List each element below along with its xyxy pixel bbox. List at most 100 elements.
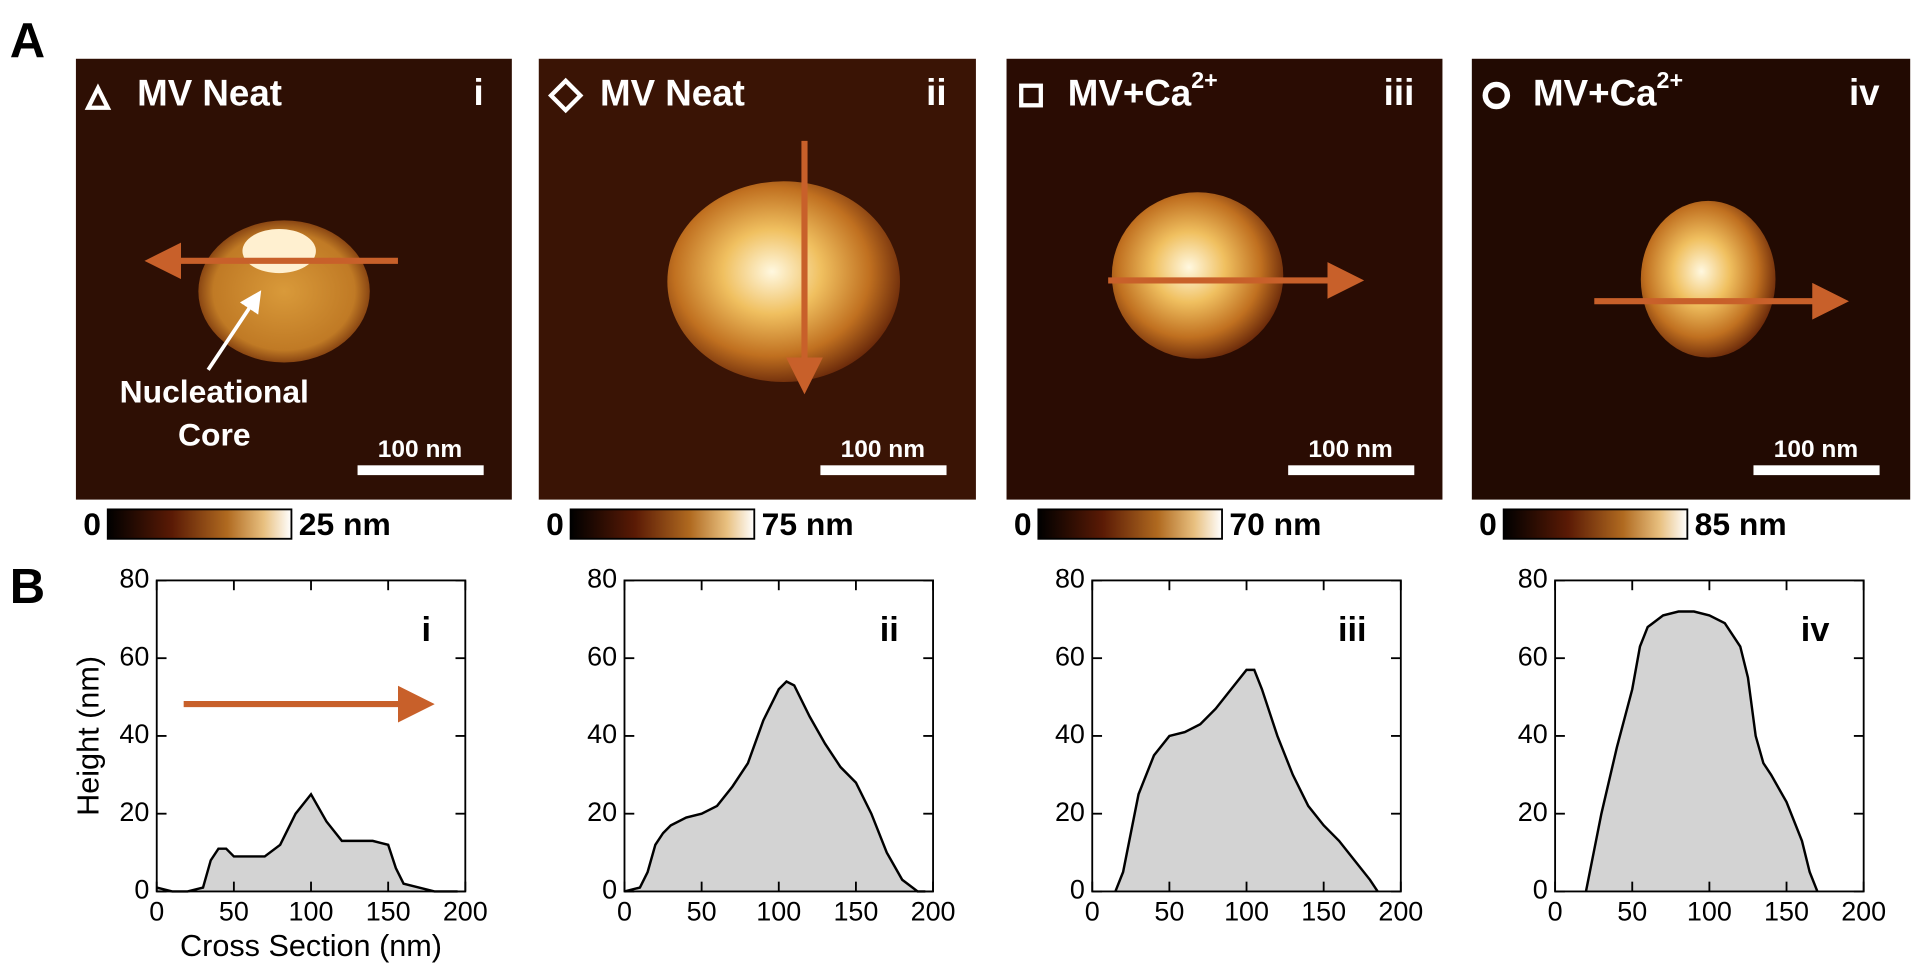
area — [624, 681, 926, 892]
particle — [667, 181, 900, 383]
title-text: MV+Ca — [1068, 72, 1192, 113]
y-tick-label: 0 — [1533, 875, 1548, 905]
x-tick-label: 50 — [687, 897, 717, 927]
chart-label: iii — [1338, 611, 1367, 649]
area — [1115, 669, 1378, 892]
profile-line — [624, 680, 926, 893]
image-title: MV+Ca2+ — [1533, 67, 1683, 113]
y-tick-label: 60 — [1055, 641, 1085, 671]
x-tick-label: 150 — [366, 897, 411, 927]
colorbar-min: 0 — [1014, 506, 1032, 542]
x-tick-label: 0 — [617, 897, 632, 927]
x-tick-label: 200 — [911, 897, 956, 927]
image-numeral: iv — [1849, 72, 1880, 113]
scale-label: 100 nm — [1308, 436, 1392, 463]
annotation: Nucleational — [120, 374, 309, 410]
profile-line — [156, 792, 458, 893]
scale-bar — [357, 465, 484, 476]
afm-images: Nucleational Core — [75, 58, 1911, 500]
x-axis-label: Cross Section (nm) — [180, 929, 442, 963]
colorbar-max: 70 nm — [1229, 506, 1321, 542]
colorbar — [106, 508, 293, 540]
colorbar-max: 85 nm — [1695, 506, 1787, 542]
image-title: MV Neat — [600, 72, 745, 113]
panel-letter: B — [10, 560, 45, 614]
y-tick-label: 20 — [119, 797, 149, 827]
y-tick-label: 40 — [1518, 719, 1548, 749]
symbol — [547, 77, 584, 114]
y-tick-label: 80 — [1055, 564, 1085, 594]
scale-label: 100 nm — [378, 436, 462, 463]
chart-label: ii — [880, 611, 899, 649]
x-tick-label: 50 — [219, 897, 249, 927]
y-tick-label: 40 — [587, 719, 617, 749]
image-numeral: iii — [1384, 72, 1415, 113]
profile-line — [1584, 610, 1819, 892]
profile-line — [1114, 668, 1379, 893]
image-numeral: i — [473, 72, 483, 113]
title-text: MV Neat — [137, 72, 282, 113]
x-tick-label: 100 — [756, 897, 801, 927]
symbol — [84, 83, 112, 110]
y-tick-label: 80 — [119, 564, 149, 594]
image-title: MV+Ca2+ — [1068, 67, 1218, 113]
x-tick-label: 0 — [149, 897, 164, 927]
title-text: MV Neat — [600, 72, 745, 113]
x-tick-label: 150 — [1301, 897, 1346, 927]
colorbar-max: 75 nm — [762, 506, 854, 542]
particle — [1111, 192, 1284, 359]
x-tick-label: 50 — [1154, 897, 1184, 927]
scale-label: 100 nm — [841, 436, 925, 463]
colorbar-min: 0 — [83, 506, 101, 542]
symbol — [1019, 83, 1043, 108]
panel-letter: A — [10, 14, 45, 68]
scale-bar — [820, 465, 947, 476]
y-tick-label: 20 — [587, 797, 617, 827]
colorbar — [569, 508, 756, 540]
y-tick-label: 40 — [1055, 719, 1085, 749]
y-tick-label: 0 — [602, 875, 617, 905]
x-tick-label: 100 — [289, 897, 334, 927]
image-title: MV Neat — [137, 72, 282, 113]
scale-label: 100 nm — [1774, 436, 1858, 463]
area — [1585, 611, 1818, 892]
y-tick-label: 60 — [119, 641, 149, 671]
colorbar-min: 0 — [546, 506, 564, 542]
title-text: MV+Ca — [1533, 72, 1657, 113]
x-tick-label: 200 — [443, 897, 488, 927]
x-tick-label: 50 — [1617, 897, 1647, 927]
area — [156, 794, 458, 892]
colorbar — [1502, 508, 1689, 540]
particle — [198, 220, 370, 363]
pointer — [206, 290, 262, 371]
x-tick-label: 200 — [1841, 897, 1886, 927]
y-axis-label: Height (nm) — [72, 656, 106, 816]
x-tick-label: 150 — [833, 897, 878, 927]
x-tick-label: 100 — [1224, 897, 1269, 927]
colorbar — [1037, 508, 1223, 540]
chart-label: i — [421, 611, 431, 649]
y-tick-label: 60 — [587, 641, 617, 671]
particle — [1640, 200, 1776, 358]
core — [242, 228, 316, 274]
y-tick-label: 0 — [1070, 875, 1085, 905]
x-tick-label: 150 — [1764, 897, 1809, 927]
x-tick-label: 0 — [1548, 897, 1563, 927]
scale-bar — [1288, 465, 1415, 476]
y-tick-label: 80 — [1518, 564, 1548, 594]
x-tick-label: 0 — [1085, 897, 1100, 927]
y-tick-label: 80 — [587, 564, 617, 594]
y-tick-label: 20 — [1518, 797, 1548, 827]
scale-bar — [1753, 465, 1880, 476]
title-sup: 2+ — [1191, 67, 1218, 93]
y-tick-label: 20 — [1055, 797, 1085, 827]
y-tick-label: 40 — [119, 719, 149, 749]
y-tick-label: 60 — [1518, 641, 1548, 671]
colorbar-min: 0 — [1479, 506, 1497, 542]
symbol — [1482, 81, 1511, 110]
x-tick-label: 100 — [1687, 897, 1732, 927]
title-sup: 2+ — [1657, 67, 1684, 93]
chart-label: iv — [1801, 611, 1830, 649]
